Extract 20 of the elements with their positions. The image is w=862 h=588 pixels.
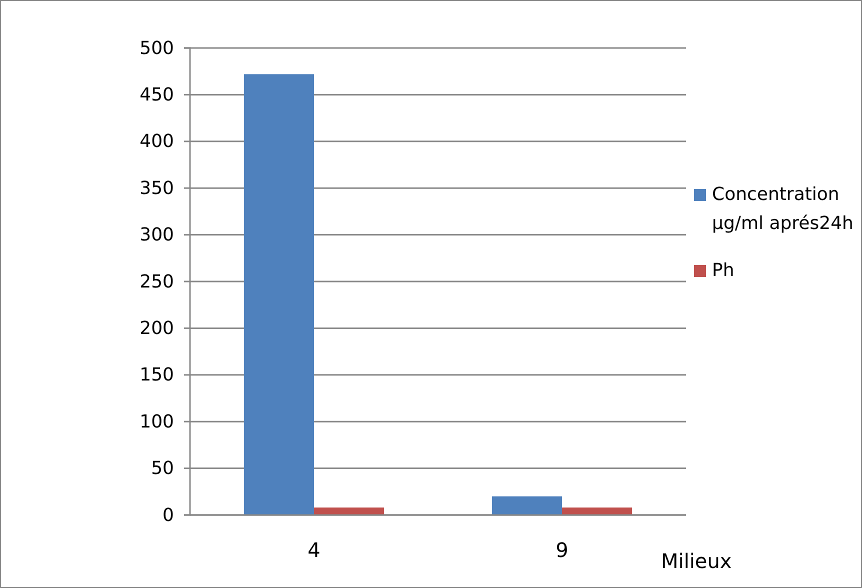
bar [492, 496, 562, 515]
y-tick-label: 450 [140, 84, 174, 106]
bar [562, 508, 632, 515]
y-tick-label: 300 [140, 224, 174, 246]
y-tick-label: 500 [140, 38, 174, 59]
y-tick-label: 100 [140, 411, 174, 432]
bar [244, 74, 314, 515]
x-tick-label: 9 [556, 538, 568, 562]
x-tick-label: 4 [308, 538, 320, 562]
y-tick-label: 350 [140, 178, 174, 199]
x-axis-title: Milieux [661, 549, 732, 573]
y-tick-label: 200 [140, 318, 174, 339]
y-tick-label: 50 [151, 458, 174, 480]
legend-label: Concentration µg/ml aprés24h [712, 184, 854, 234]
y-tick-label: 250 [140, 271, 174, 292]
y-tick-label: 0 [162, 504, 174, 526]
bar [314, 508, 384, 515]
y-tick-label: 150 [140, 364, 174, 386]
legend-label: Ph [712, 260, 734, 281]
y-tick-label: 400 [140, 131, 174, 152]
